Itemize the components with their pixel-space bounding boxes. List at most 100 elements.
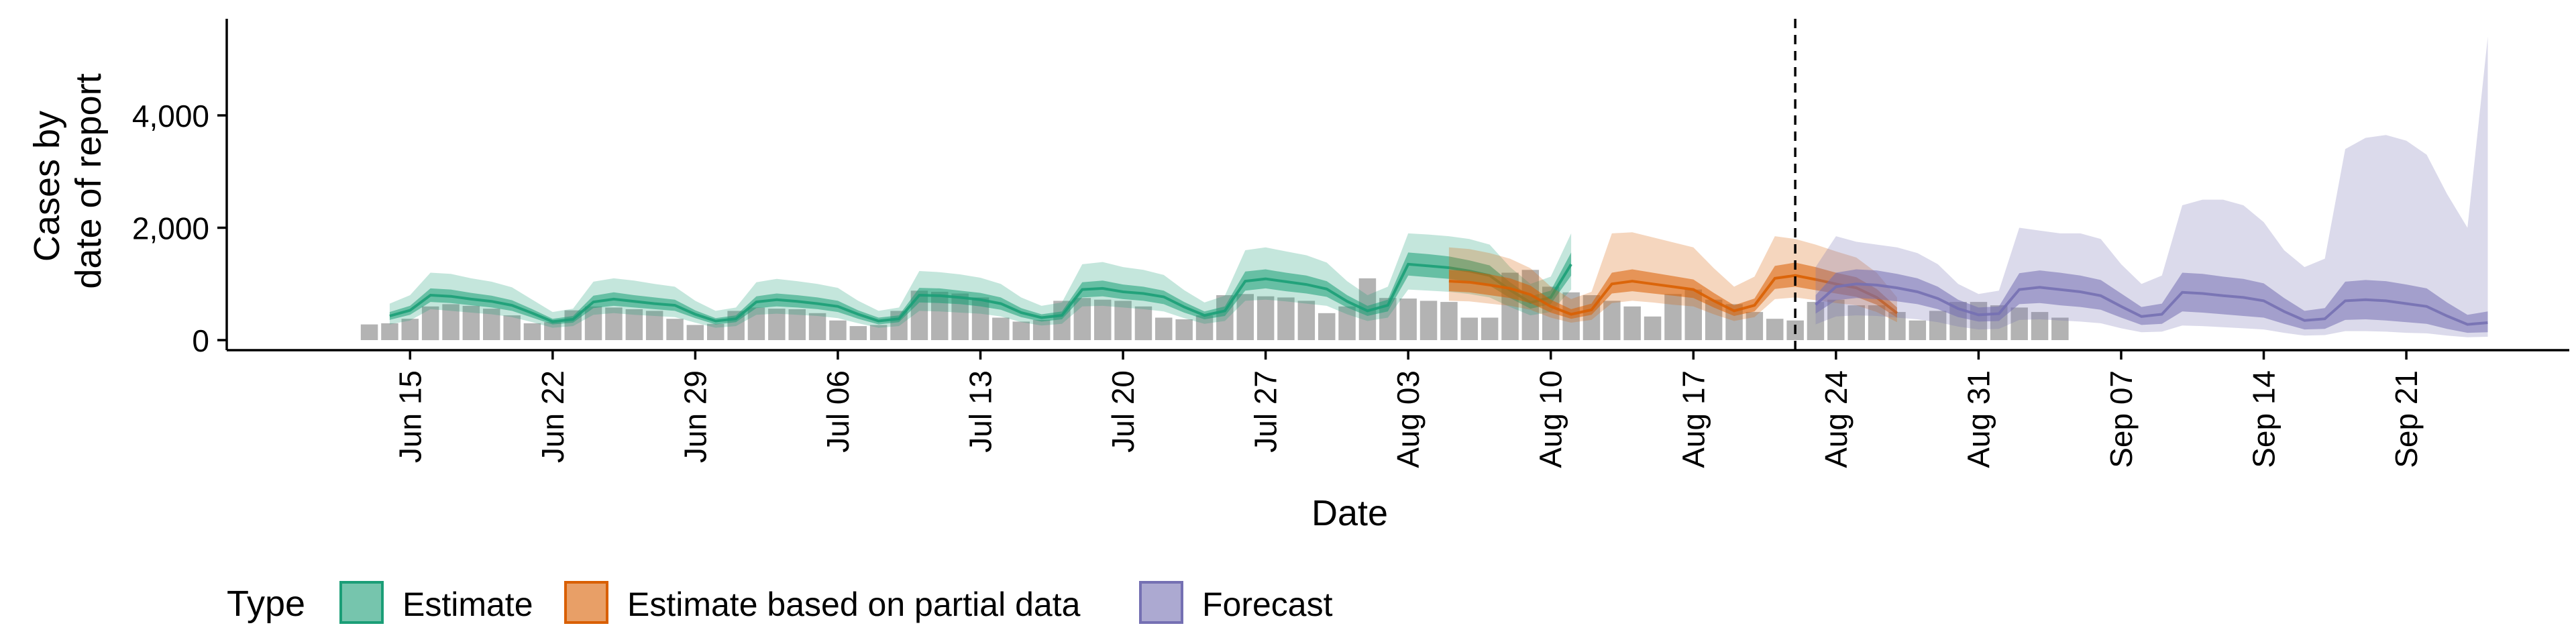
x-tick-label: Aug 03 [1391,370,1426,468]
reported-cases-bar [1094,299,1112,340]
x-axis-ticks: Jun 15 Jun 22 Jun 29 Jul 06 Jul 13 Jul 20 Jul … [392,350,2424,468]
reported-cases-bar [645,311,663,340]
legend-key-forecast [1139,581,1183,624]
y-axis-ticks: 0 2,000 4,000 [132,99,227,358]
reported-cases-bar [625,309,643,340]
reported-cases-bar [1623,306,1641,341]
reported-cases-bar [1114,301,1132,340]
reported-cases-bar [747,307,765,340]
reported-cases-bar [1399,299,1417,340]
estimate-bands [389,36,2488,337]
reported-cases-bar [1847,305,1865,340]
series-estimate-based-on-partial-data-median-line [1448,274,1898,316]
y-tick-label: 0 [192,323,209,358]
y-axis-label-line-2: date of report [68,73,109,288]
reported-cases-bar [360,324,378,340]
reported-cases-bar [1440,302,1458,340]
x-tick-label: Aug 10 [1534,370,1568,468]
reported-cases-bar [605,307,623,340]
series-forecast-median-line [1815,282,2488,326]
x-tick-label: Aug 31 [1961,370,1996,468]
reported-cases-bar [1909,320,1927,340]
reported-cases-bar [1929,311,1947,340]
legend-title: Type [227,584,305,624]
reported-cases-bar [2051,317,2069,340]
reported-cases-bar [462,305,480,340]
reported-cases-bar [1419,301,1438,340]
x-tick-label: Jun 15 [392,370,427,463]
reported-cases-bar [808,313,826,340]
legend-key-estimate [339,581,384,624]
reported-cases-bar [1664,294,1682,340]
reported-cases-bar [421,306,439,341]
reported-cases-bar [788,309,806,340]
legend: Type Estimate Estimate based on partial d… [227,581,1333,624]
series-estimate-50-band [389,252,1572,325]
x-tick-label: Sep 07 [2104,370,2139,468]
reported-cases-bar [544,322,561,340]
reported-cases-bar [869,325,888,340]
x-tick-label: Sep 14 [2247,370,2282,468]
x-tick-label: Jul 20 [1106,370,1140,453]
reported-cases-bar [401,319,419,340]
reported-cases-bar [1338,306,1356,341]
x-tick-label: Jun 22 [535,370,570,463]
y-tick-label: 4,000 [132,99,209,133]
reported-cases-bar [768,309,786,340]
reported-cases-bar [483,309,500,340]
x-axis-label: Date [1311,493,1388,533]
legend-label-partial: Estimate based on partial data [627,586,1081,623]
reported-cases-bar [1155,317,1173,340]
reported-cases-bar [1195,315,1214,340]
legend-label-forecast: Forecast [1202,586,1333,623]
reported-cases-bar [666,319,684,340]
reported-cases-bar [1827,299,1845,340]
series-estimate-90-band [389,233,1572,328]
series-forecast-90-band [1815,36,2488,337]
reported-cases-bar [2010,307,2028,340]
reported-cases-bar [1644,316,1662,340]
axes [225,19,2569,352]
reported-cases-bar [1256,296,1275,340]
reported-cases-bar [1297,301,1316,340]
reported-cases-bar [849,326,867,340]
y-tick-label: 2,000 [132,211,209,246]
reported-cases-bar [1236,294,1254,340]
y-axis-label: Cases by date of report [27,73,109,288]
reported-cases-bar [829,320,847,340]
x-tick-label: Sep 21 [2389,370,2424,468]
x-tick-label: Jul 13 [963,370,998,453]
reported-cases-bar [1868,305,1886,340]
series-forecast [1815,36,2488,337]
reported-cases-bar [1032,319,1051,340]
reported-cases-bar [1134,306,1152,341]
reported-cases-bar [1073,298,1091,340]
legend-key-partial [564,581,608,624]
reported-cases-bar [1318,313,1336,340]
x-tick-label: Aug 17 [1676,370,1711,468]
reported-cases-bar [1277,297,1295,340]
reported-cases-bar [686,325,704,340]
reported-cases-bar [1888,312,1906,340]
reported-cases-bar [1460,317,1478,340]
reported-cases-bar [707,323,724,340]
reported-cases-bar [1175,319,1193,340]
series-forecast-50-band [1815,269,2488,333]
series-estimate [389,233,1572,328]
series-estimate-based-on-partial-data [1448,232,1898,323]
reported-cases-bar [503,315,521,340]
reported-cases-bar [1603,301,1621,340]
x-tick-label: Jun 29 [678,370,712,463]
x-tick-label: Jul 06 [820,370,855,453]
reported-cases-bar [1481,317,1499,340]
series-estimate-median-line [389,262,1572,323]
reported-cases-bar [1012,321,1030,340]
reported-cases-bar [523,323,541,340]
reported-cases-bar [1746,312,1764,340]
reported-cases-bar [992,317,1010,340]
x-tick-label: Aug 24 [1819,370,1854,468]
reported-cases-bars [360,270,2069,341]
reported-cases-bar [442,304,460,340]
reported-cases-bar [2031,312,2049,340]
